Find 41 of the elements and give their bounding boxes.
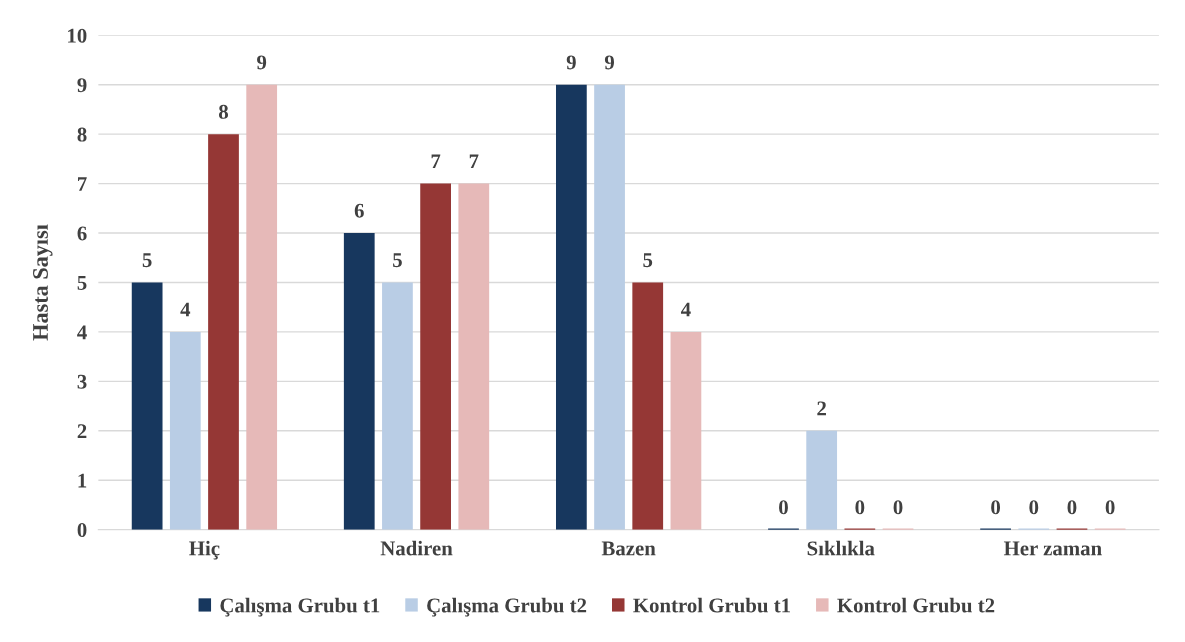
data-label: 8 xyxy=(218,104,229,119)
x-tick-label: Her zaman xyxy=(1003,541,1102,556)
legend-label: Çalışma Grubu t2 xyxy=(427,597,587,617)
data-label: 9 xyxy=(257,55,267,70)
data-label: 9 xyxy=(566,55,576,70)
data-label: 9 xyxy=(604,55,615,70)
data-label: 4 xyxy=(680,302,691,317)
data-label: 5 xyxy=(142,253,152,268)
data-label: 7 xyxy=(469,154,479,169)
y-tick-label: 4 xyxy=(77,325,87,340)
x-tick-label: Bazen xyxy=(601,541,656,556)
y-tick-label: 3 xyxy=(77,374,87,389)
data-label: 0 xyxy=(1105,500,1115,515)
data-label: 6 xyxy=(354,203,364,218)
data-label: 0 xyxy=(991,500,1001,515)
y-tick-label: 2 xyxy=(77,424,87,439)
y-tick-label: 6 xyxy=(77,226,87,241)
legend-label: Çalışma Grubu t1 xyxy=(220,597,380,617)
data-label: 4 xyxy=(180,302,191,317)
data-label: 0 xyxy=(893,500,903,515)
y-tick-label: 8 xyxy=(77,127,87,142)
data-label: 7 xyxy=(431,154,441,169)
data-label: 0 xyxy=(1029,500,1039,515)
y-tick-label: 7 xyxy=(78,177,87,191)
data-label: 0 xyxy=(855,500,865,515)
legend-label: Kontrol Grubu t1 xyxy=(633,597,790,613)
y-tick-label: 9 xyxy=(77,78,87,93)
data-label: 5 xyxy=(393,253,402,268)
data-label: 0 xyxy=(779,500,788,515)
x-tick-label: Sıklıkla xyxy=(807,540,875,556)
y-tick-label: 0 xyxy=(77,523,87,538)
x-tick-label: Nadiren xyxy=(380,540,453,556)
x-tick-label: Hiç xyxy=(189,540,220,560)
y-tick-label: 5 xyxy=(77,276,87,290)
y-axis-title: Hasta Sayısı xyxy=(33,224,53,341)
legend-label: Kontrol Grubu t2 xyxy=(837,597,995,613)
y-tick-label: 10 xyxy=(68,28,87,43)
y-tick-label: 1 xyxy=(78,473,87,488)
data-label: 0 xyxy=(1067,500,1077,515)
data-label: 5 xyxy=(643,253,653,268)
data-label: 2 xyxy=(817,401,826,416)
